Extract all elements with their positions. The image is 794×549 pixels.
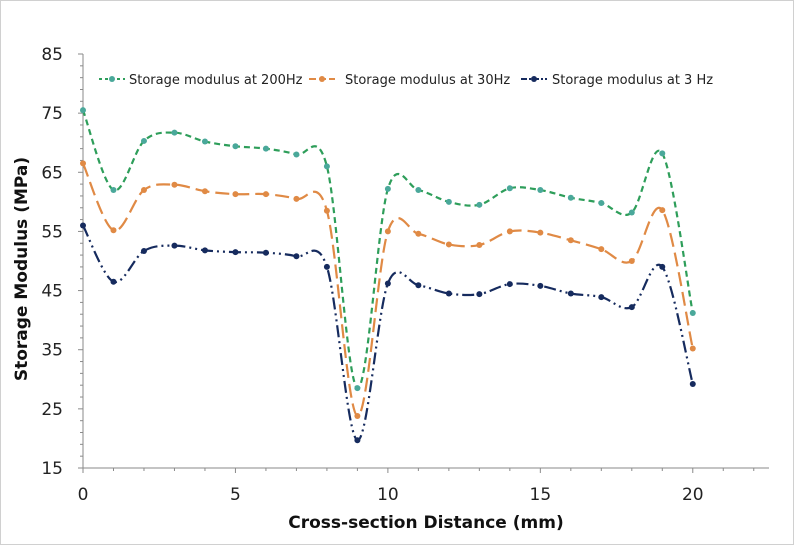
data-point bbox=[506, 228, 513, 235]
x-axis-title: Cross-section Distance (mm) bbox=[288, 513, 563, 533]
data-point bbox=[262, 249, 269, 256]
data-point bbox=[293, 253, 300, 260]
data-point bbox=[689, 381, 696, 388]
legend-item-3: Storage modulus at 3 Hz bbox=[521, 73, 713, 88]
data-point bbox=[354, 437, 361, 444]
legend-label: Storage modulus at 3 Hz bbox=[552, 73, 713, 88]
data-point bbox=[567, 194, 574, 201]
legend-swatch-marker bbox=[109, 76, 115, 82]
series-3 bbox=[80, 222, 696, 444]
series-2 bbox=[80, 160, 696, 419]
data-point bbox=[537, 187, 544, 194]
data-point bbox=[537, 229, 544, 236]
tick-labels: 15 25 35 45 55 65 75 85 0 5 10 15 20 bbox=[41, 45, 703, 505]
data-point bbox=[171, 181, 178, 188]
data-point bbox=[445, 290, 452, 297]
data-point bbox=[201, 138, 208, 145]
data-point bbox=[598, 200, 605, 207]
data-point bbox=[598, 294, 605, 301]
data-point bbox=[659, 150, 666, 157]
data-point bbox=[232, 191, 239, 198]
data-point bbox=[171, 242, 178, 249]
data-point bbox=[232, 143, 239, 150]
series-line bbox=[82, 224, 694, 442]
x-tick-label: 15 bbox=[530, 485, 552, 505]
data-point bbox=[445, 198, 452, 205]
y-tick-label: 35 bbox=[41, 341, 63, 361]
data-point bbox=[293, 195, 300, 202]
data-point bbox=[567, 290, 574, 297]
data-point bbox=[140, 187, 147, 194]
y-tick-label: 85 bbox=[41, 45, 63, 65]
data-point bbox=[323, 163, 330, 170]
legend-label: Storage modulus at 30Hz bbox=[345, 73, 510, 88]
data-point bbox=[659, 263, 666, 270]
data-point bbox=[262, 145, 269, 152]
series-line bbox=[81, 162, 694, 418]
data-point bbox=[262, 191, 269, 198]
data-point bbox=[384, 185, 391, 192]
data-point bbox=[659, 207, 666, 214]
series-lines bbox=[80, 107, 696, 444]
x-tick-label: 5 bbox=[230, 485, 241, 505]
data-point bbox=[201, 188, 208, 195]
y-tick-label: 75 bbox=[41, 104, 63, 124]
data-point bbox=[232, 249, 239, 256]
data-point bbox=[689, 345, 696, 352]
data-point bbox=[476, 201, 483, 208]
data-point bbox=[506, 281, 513, 288]
x-tick-label: 0 bbox=[78, 485, 89, 505]
legend-label: Storage modulus at 200Hz bbox=[129, 73, 303, 88]
axes bbox=[78, 53, 769, 473]
legend-item-1: Storage modulus at 200Hz bbox=[99, 73, 303, 88]
data-point bbox=[415, 282, 422, 289]
data-point bbox=[384, 280, 391, 287]
data-point bbox=[80, 160, 86, 167]
data-point bbox=[384, 228, 391, 235]
legend: Storage modulus at 200Hz Storage modulus … bbox=[99, 73, 713, 88]
y-tick-label: 55 bbox=[41, 222, 63, 242]
data-point bbox=[628, 258, 635, 264]
data-point bbox=[140, 137, 147, 144]
data-point bbox=[476, 291, 483, 298]
y-tick-label: 65 bbox=[41, 163, 63, 183]
data-point bbox=[415, 230, 422, 237]
y-tick-label: 45 bbox=[41, 282, 63, 302]
y-axis-title: Storage Modulus (MPa) bbox=[12, 157, 32, 381]
data-point bbox=[628, 209, 635, 216]
data-point bbox=[201, 247, 208, 254]
data-point bbox=[293, 151, 300, 158]
x-tick-label: 10 bbox=[377, 485, 399, 505]
legend-swatch-marker bbox=[531, 76, 537, 82]
data-point bbox=[598, 246, 605, 253]
data-point bbox=[80, 107, 86, 114]
legend-item-2: Storage modulus at 30Hz bbox=[309, 73, 510, 88]
data-point bbox=[171, 129, 178, 136]
data-point bbox=[80, 222, 86, 229]
data-point bbox=[110, 227, 117, 234]
data-point bbox=[415, 187, 422, 194]
data-point bbox=[445, 241, 452, 248]
data-point bbox=[506, 185, 513, 192]
y-tick-label: 15 bbox=[41, 459, 63, 479]
data-point bbox=[323, 207, 330, 214]
data-point bbox=[476, 242, 483, 249]
x-tick-label: 20 bbox=[682, 485, 704, 505]
data-point bbox=[537, 282, 544, 289]
legend-swatch-marker bbox=[319, 76, 325, 82]
data-point bbox=[140, 247, 147, 254]
data-point bbox=[567, 237, 574, 244]
data-point bbox=[689, 310, 696, 317]
data-point bbox=[110, 278, 117, 285]
data-point bbox=[110, 187, 117, 194]
series-1 bbox=[80, 107, 696, 392]
data-point bbox=[354, 412, 361, 419]
data-point bbox=[628, 304, 635, 311]
data-point bbox=[354, 385, 361, 392]
data-point bbox=[323, 263, 330, 270]
y-tick-label: 25 bbox=[41, 400, 63, 420]
